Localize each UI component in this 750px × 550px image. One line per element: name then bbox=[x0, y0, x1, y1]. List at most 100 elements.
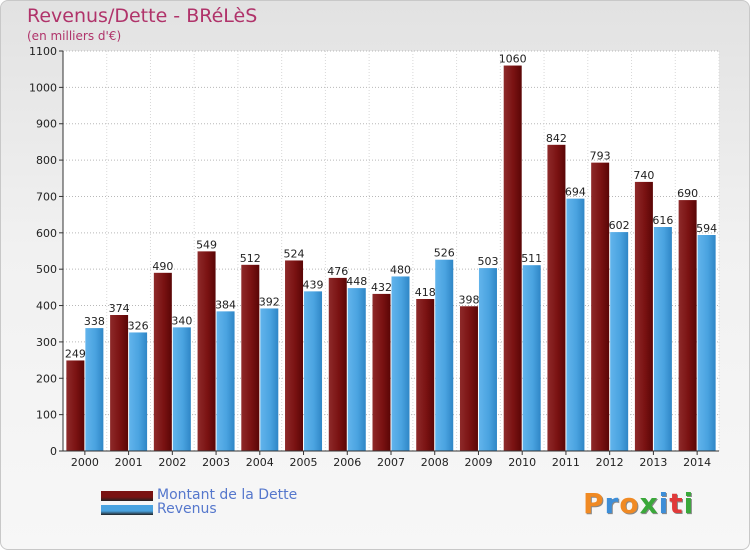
bar-revenus bbox=[391, 276, 410, 451]
logo-letter: P bbox=[583, 487, 605, 520]
bar-dette bbox=[503, 65, 522, 451]
x-tick-label: 2013 bbox=[639, 456, 667, 469]
chart-title: Revenus/Dette - BRéLèS bbox=[27, 5, 258, 27]
data-label: 480 bbox=[390, 263, 411, 276]
data-label: 374 bbox=[109, 302, 130, 315]
logo-letter: r bbox=[604, 487, 620, 520]
x-tick-label: 2005 bbox=[290, 456, 318, 469]
y-tick-label: 600 bbox=[36, 227, 57, 240]
data-label: 448 bbox=[346, 275, 367, 288]
data-label: 793 bbox=[590, 150, 611, 163]
proxiti-logo: Proxiti bbox=[583, 487, 694, 520]
data-label: 503 bbox=[477, 255, 498, 268]
bar-revenus bbox=[435, 259, 454, 451]
y-tick-label: 400 bbox=[36, 300, 57, 313]
data-label: 476 bbox=[327, 265, 348, 278]
data-label: 526 bbox=[434, 247, 455, 260]
data-label: 511 bbox=[521, 252, 542, 265]
bar-revenus bbox=[347, 288, 366, 451]
bar-revenus bbox=[172, 327, 191, 451]
bar-revenus bbox=[260, 308, 279, 451]
bar-revenus bbox=[610, 232, 629, 451]
bar-dette bbox=[591, 162, 610, 452]
y-tick-label: 100 bbox=[36, 409, 57, 422]
logo-letter: i bbox=[683, 487, 695, 520]
bar-revenus bbox=[566, 198, 585, 451]
x-tick-label: 2010 bbox=[508, 456, 536, 469]
data-label: 616 bbox=[652, 214, 673, 227]
bar-revenus bbox=[522, 265, 541, 451]
x-tick-label: 2000 bbox=[71, 456, 99, 469]
data-label: 1060 bbox=[499, 53, 527, 66]
y-tick-label: 200 bbox=[36, 372, 57, 385]
x-tick-label: 2009 bbox=[464, 456, 492, 469]
data-label: 326 bbox=[128, 319, 149, 332]
x-tick-label: 2007 bbox=[377, 456, 405, 469]
x-tick-label: 2002 bbox=[158, 456, 186, 469]
x-tick-label: 2012 bbox=[596, 456, 624, 469]
data-label: 740 bbox=[633, 169, 654, 182]
data-label: 384 bbox=[215, 298, 236, 311]
x-tick-label: 2001 bbox=[115, 456, 143, 469]
y-tick-label: 1000 bbox=[29, 81, 57, 94]
y-tick-label: 500 bbox=[36, 263, 57, 276]
x-tick-label: 2006 bbox=[333, 456, 361, 469]
legend-label-dette: Montant de la Dette bbox=[157, 487, 298, 503]
bar-dette bbox=[634, 181, 653, 451]
y-tick-label: 900 bbox=[36, 118, 57, 131]
y-tick-label: 300 bbox=[36, 336, 57, 349]
logo-letter: i bbox=[658, 487, 670, 520]
bar-revenus bbox=[478, 268, 497, 451]
x-tick-label: 2003 bbox=[202, 456, 230, 469]
bar-dette bbox=[110, 315, 129, 451]
bar-revenus bbox=[216, 311, 235, 451]
data-label: 549 bbox=[196, 238, 217, 251]
bar-dette bbox=[678, 200, 697, 451]
bar-revenus bbox=[697, 235, 716, 451]
bar-dette bbox=[459, 306, 478, 451]
bar-dette bbox=[285, 260, 304, 451]
data-label: 524 bbox=[284, 247, 305, 260]
data-label: 842 bbox=[546, 132, 567, 145]
legend-label-revenus: Revenus bbox=[157, 501, 217, 517]
y-tick-label: 1100 bbox=[29, 45, 57, 58]
logo-letter: o bbox=[619, 487, 640, 520]
y-tick-label: 0 bbox=[50, 445, 57, 458]
data-label: 490 bbox=[152, 260, 173, 273]
y-tick-label: 800 bbox=[36, 154, 57, 167]
bar-dette bbox=[153, 272, 172, 451]
bar-revenus bbox=[653, 227, 672, 451]
x-tick-label: 2014 bbox=[683, 456, 711, 469]
data-label: 512 bbox=[240, 252, 261, 265]
bar-dette bbox=[372, 293, 391, 451]
bar-revenus bbox=[304, 291, 323, 451]
data-label: 249 bbox=[65, 347, 86, 360]
data-label: 418 bbox=[415, 286, 436, 299]
x-tick-label: 2004 bbox=[246, 456, 274, 469]
bar-revenus bbox=[129, 332, 148, 451]
bar-revenus bbox=[85, 328, 104, 451]
data-label: 340 bbox=[171, 314, 192, 327]
x-tick-label: 2008 bbox=[421, 456, 449, 469]
data-label: 602 bbox=[609, 219, 630, 232]
data-label: 439 bbox=[303, 278, 324, 291]
bar-dette bbox=[241, 264, 260, 451]
bar-dette bbox=[328, 277, 347, 451]
bar-dette bbox=[416, 299, 435, 451]
data-label: 398 bbox=[458, 293, 479, 306]
logo-letter: t bbox=[669, 487, 684, 520]
legend-swatch-dette bbox=[101, 491, 153, 501]
data-label: 392 bbox=[259, 295, 280, 308]
bar-dette bbox=[66, 360, 85, 451]
logo-letter: x bbox=[639, 487, 659, 520]
data-label: 594 bbox=[696, 222, 717, 235]
bar-dette bbox=[547, 144, 566, 451]
x-tick-label: 2011 bbox=[552, 456, 580, 469]
data-label: 694 bbox=[565, 186, 586, 199]
legend-swatch-revenus bbox=[101, 505, 153, 515]
data-label: 690 bbox=[677, 187, 698, 200]
data-label: 338 bbox=[84, 315, 105, 328]
y-tick-label: 700 bbox=[36, 190, 57, 203]
